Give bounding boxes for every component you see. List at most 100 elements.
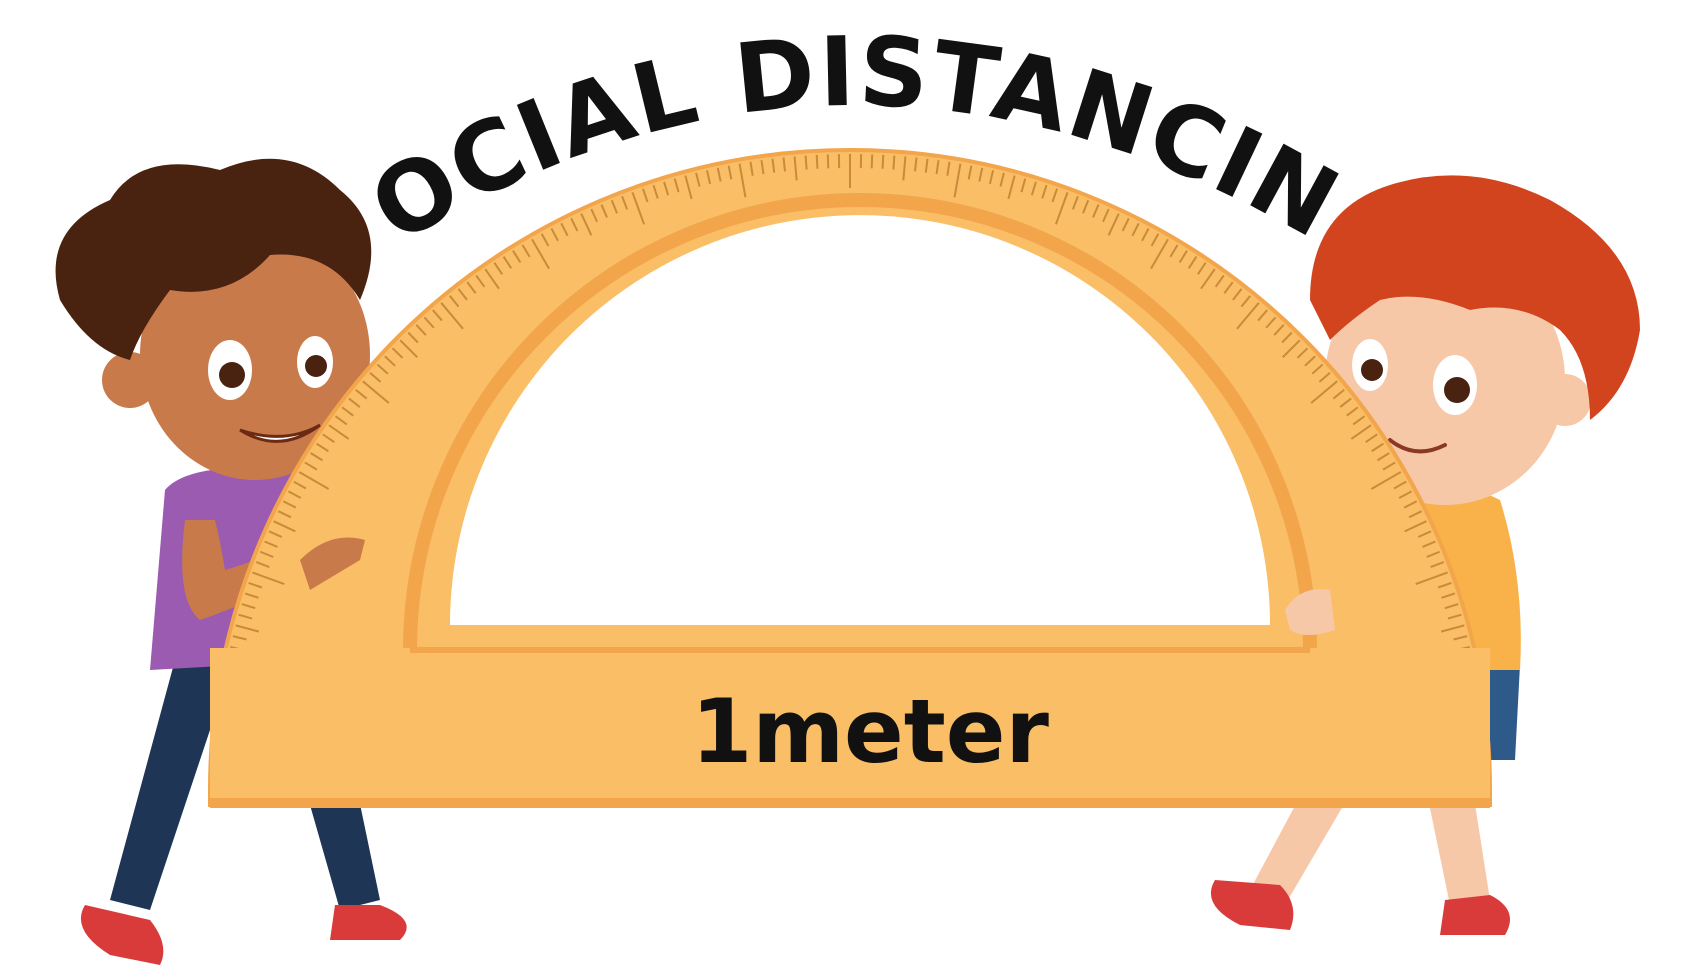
boy-left-shoe-front [330, 905, 407, 940]
protractor-tick [287, 490, 302, 499]
protractor-tick [1426, 550, 1441, 558]
protractor-tick [540, 233, 550, 247]
boy-right-hand [1285, 589, 1335, 635]
protractor-tick [716, 167, 722, 182]
protractor-tick [610, 199, 618, 214]
protractor-tick [415, 324, 427, 336]
protractor-tick [924, 158, 929, 173]
protractor-tick [590, 208, 598, 223]
protractor-tick [621, 195, 629, 210]
protractor-tick [1240, 295, 1252, 308]
protractor-tick [1273, 324, 1285, 336]
protractor-tick [1296, 347, 1309, 359]
protractor-tick [293, 480, 307, 490]
protractor-tick [1051, 188, 1059, 203]
protractor-tick [475, 274, 486, 288]
protractor-tick [1444, 603, 1459, 610]
protractor-tick [341, 406, 354, 417]
boy-right-ear [1539, 374, 1591, 426]
protractor-tick [1346, 406, 1359, 417]
protractor-tick [238, 613, 253, 620]
protractor-tick [1071, 195, 1079, 210]
protractor-tick [255, 561, 270, 569]
boy-left-hand [300, 537, 365, 590]
protractor-tick [914, 157, 918, 172]
protractor-tick [384, 355, 396, 367]
protractor-tick [298, 471, 330, 490]
protractor-tick [1007, 175, 1016, 200]
protractor-tick [1102, 208, 1110, 223]
protractor-tick [355, 388, 368, 400]
protractor-tick [652, 184, 659, 199]
protractor-tick [259, 550, 274, 558]
protractor-tick [1332, 388, 1345, 400]
protractor-tick [1107, 213, 1120, 236]
protractor-tick [1281, 331, 1293, 344]
protractor-tick [457, 288, 468, 301]
protractor-tick [1265, 316, 1277, 329]
protractor-tick [684, 175, 693, 200]
protractor-tick [705, 170, 712, 185]
protractor-tick [1304, 355, 1316, 367]
protractor-tick [673, 178, 680, 193]
boy-right-shoe-back [1210, 880, 1294, 930]
protractor-tick [399, 339, 418, 358]
protractor-tick [1169, 244, 1179, 258]
protractor-tick [953, 163, 962, 198]
protractor-tick [264, 540, 278, 548]
protractor-tick [1150, 233, 1160, 247]
protractor-tick [760, 160, 765, 175]
protractor-tick [1370, 471, 1402, 490]
protractor-tick [502, 256, 513, 269]
protractor-tick [268, 530, 283, 538]
protractor-tick [322, 433, 335, 444]
protractor-tick [988, 170, 995, 185]
protractor-tick [512, 250, 522, 264]
protractor-tick [1417, 530, 1432, 538]
protractor-tick [1223, 281, 1234, 294]
protractor-tick [1214, 274, 1225, 288]
protractor [208, 148, 1492, 808]
protractor-tick [1352, 415, 1366, 426]
boy-right-mouth [1388, 438, 1447, 454]
protractor-tick [304, 461, 318, 471]
protractor-tick [1236, 302, 1260, 330]
protractor-tick [521, 244, 531, 258]
protractor-tick [1318, 371, 1331, 383]
protractor-tick [1350, 424, 1372, 440]
protractor-tick [1200, 268, 1216, 290]
protractor-tick [1403, 500, 1418, 509]
protractor-tick [466, 281, 477, 294]
protractor-ticks [214, 154, 1486, 791]
protractor-tick [1054, 192, 1069, 225]
protractor-tick [1041, 184, 1048, 199]
protractor-tick [1121, 217, 1130, 232]
protractor-tick [1447, 613, 1462, 620]
protractor-tick [967, 165, 973, 180]
protractor-tick [999, 172, 1005, 187]
protractor-tick [946, 161, 951, 176]
protractor-tick [328, 424, 350, 440]
protractor-tick [663, 181, 670, 196]
protractor-tick [282, 500, 297, 509]
protractor-tick [1398, 490, 1413, 499]
protractor-tick [560, 222, 569, 237]
protractor-tick [631, 192, 646, 225]
protractor-tick [1196, 262, 1207, 275]
protractor-tick [1371, 442, 1384, 453]
protractor-tick [1310, 380, 1338, 404]
protractor-tick [1150, 238, 1169, 270]
protractor-tick [348, 397, 361, 408]
boy-left-mouth [239, 423, 321, 443]
protractor-tick [273, 520, 296, 533]
boy-left-face [140, 230, 370, 480]
protractor-tick [1178, 250, 1188, 264]
protractor-tick [252, 571, 285, 586]
protractor-tick [727, 165, 733, 180]
boy-left-ear [102, 352, 158, 408]
protractor-tick [782, 157, 786, 172]
protractor-tick [1187, 256, 1198, 269]
protractor-tick [232, 635, 247, 641]
protractor-tick [1030, 181, 1037, 196]
